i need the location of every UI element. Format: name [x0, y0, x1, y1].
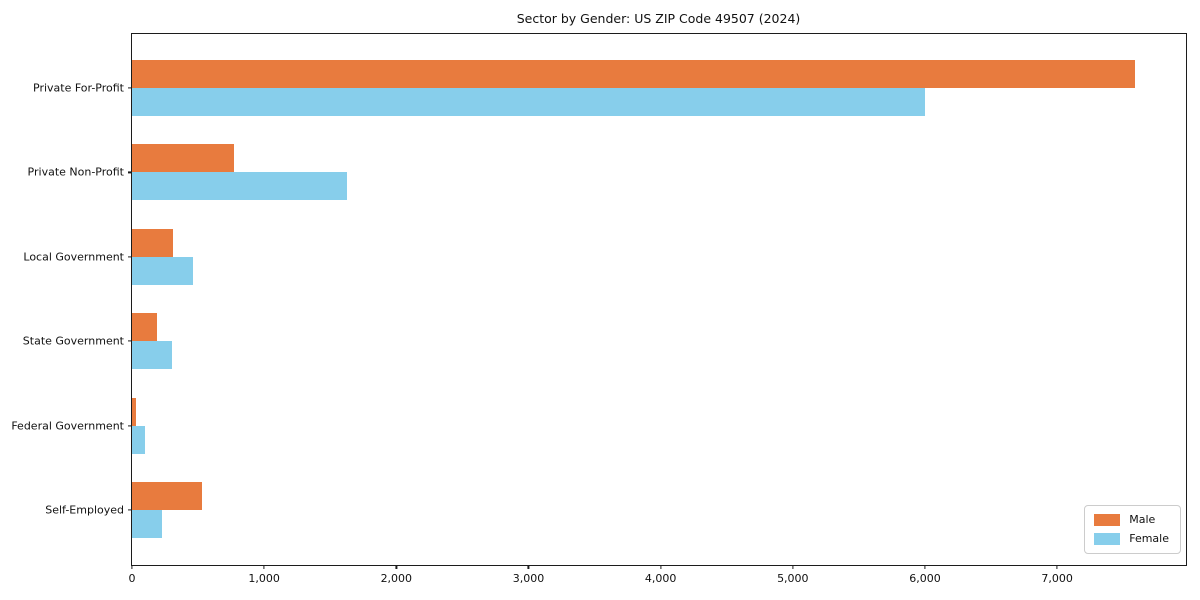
x-tick-mark-6000 — [924, 565, 926, 569]
legend-item-female: Female — [1094, 533, 1169, 545]
y-tick-mark-private-for-profit — [128, 87, 132, 89]
legend-swatch-female-icon — [1094, 533, 1121, 545]
x-tick-label-7000: 7,000 — [1041, 572, 1073, 585]
legend-swatch-male-icon — [1094, 514, 1121, 526]
x-tick-mark-4000 — [660, 565, 662, 569]
bar-male-state-government — [132, 313, 158, 342]
x-tick-mark-0 — [131, 565, 133, 569]
bar-male-local-government — [132, 228, 173, 257]
bar-female-private-non-profit — [132, 172, 348, 201]
plot-area: Male Female Private For-Profit Private No… — [11, 33, 1187, 585]
x-tick-label-0: 0 — [128, 572, 136, 585]
y-tick-label-federal-government: Federal Government — [11, 419, 124, 433]
x-tick-label-3000: 3,000 — [512, 572, 545, 585]
bar-female-state-government — [132, 341, 172, 370]
y-tick-mark-local-government — [128, 256, 132, 258]
x-tick-mark-2000 — [395, 565, 397, 569]
legend-item-male: Male — [1094, 514, 1169, 526]
x-tick-mark-7000 — [1056, 565, 1058, 569]
y-tick-mark-self-employed — [128, 509, 132, 511]
bar-male-private-non-profit — [132, 144, 234, 173]
x-tick-label-5000: 5,000 — [777, 572, 809, 585]
y-tick-label-private-for-profit: Private For-Profit — [33, 81, 124, 95]
bar-female-private-for-profit — [132, 88, 925, 116]
x-tick-label-4000: 4,000 — [644, 572, 677, 585]
bar-male-federal-government — [132, 397, 136, 426]
y-tick-label-state-government: State Government — [22, 334, 124, 348]
chart-title: Sector by Gender: US ZIP Code 49507 (202… — [516, 11, 801, 26]
y-tick-mark-state-government — [128, 340, 132, 342]
x-tick-mark-1000 — [263, 565, 265, 569]
bar-male-self-employed — [132, 482, 203, 510]
x-tick-label-6000: 6,000 — [909, 572, 941, 585]
bar-male-private-for-profit — [132, 60, 1136, 88]
legend-label-female: Female — [1129, 532, 1169, 545]
x-tick-label-1000: 1,000 — [248, 572, 280, 585]
x-tick-mark-5000 — [792, 565, 794, 569]
bar-female-local-government — [132, 256, 193, 285]
x-tick-label-2000: 2,000 — [380, 572, 413, 585]
y-tick-mark-private-non-profit — [128, 171, 132, 173]
bar-female-self-employed — [132, 510, 162, 538]
legend: Male Female — [1084, 505, 1181, 554]
y-tick-label-private-non-profit: Private Non-Profit — [27, 165, 124, 179]
legend-label-male: Male — [1129, 513, 1156, 526]
bar-female-federal-government — [132, 425, 146, 454]
y-tick-label-local-government: Local Government — [23, 250, 124, 264]
y-tick-label-self-employed: Self-Employed — [45, 503, 124, 517]
y-tick-mark-federal-government — [128, 425, 132, 427]
x-tick-mark-3000 — [527, 565, 530, 569]
